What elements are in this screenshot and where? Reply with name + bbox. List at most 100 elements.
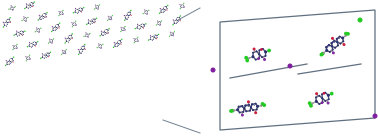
Circle shape: [14, 34, 15, 36]
Circle shape: [250, 107, 252, 108]
Circle shape: [260, 104, 262, 107]
Circle shape: [156, 35, 157, 36]
Circle shape: [51, 31, 52, 32]
Circle shape: [180, 15, 181, 17]
Circle shape: [85, 32, 87, 33]
Circle shape: [322, 92, 325, 95]
Circle shape: [12, 61, 14, 63]
Circle shape: [174, 31, 175, 32]
Circle shape: [94, 9, 95, 10]
Circle shape: [242, 111, 244, 113]
Circle shape: [331, 37, 334, 40]
Circle shape: [36, 42, 37, 43]
Circle shape: [327, 94, 330, 97]
Circle shape: [258, 57, 260, 59]
Circle shape: [244, 104, 246, 106]
Circle shape: [48, 56, 49, 57]
Circle shape: [8, 9, 9, 10]
Circle shape: [336, 41, 338, 43]
Circle shape: [241, 105, 243, 107]
Circle shape: [145, 23, 147, 25]
Circle shape: [256, 50, 257, 52]
Circle shape: [144, 9, 145, 10]
Circle shape: [315, 100, 318, 103]
Circle shape: [236, 108, 239, 111]
Circle shape: [66, 49, 67, 50]
Circle shape: [342, 37, 344, 39]
Circle shape: [372, 113, 378, 119]
Circle shape: [88, 19, 89, 20]
Circle shape: [251, 55, 254, 58]
Circle shape: [262, 103, 266, 107]
Circle shape: [107, 20, 108, 21]
Circle shape: [137, 24, 138, 25]
Circle shape: [166, 10, 167, 11]
Circle shape: [256, 109, 258, 111]
Circle shape: [112, 15, 113, 16]
Circle shape: [26, 3, 27, 5]
Circle shape: [120, 40, 121, 41]
Circle shape: [9, 17, 11, 18]
Circle shape: [29, 55, 30, 56]
Circle shape: [50, 51, 51, 53]
Circle shape: [183, 3, 184, 4]
Circle shape: [308, 101, 311, 105]
Circle shape: [264, 50, 267, 53]
Circle shape: [124, 30, 125, 31]
Circle shape: [251, 103, 253, 105]
Circle shape: [3, 22, 4, 23]
Circle shape: [99, 35, 101, 37]
Circle shape: [134, 42, 135, 43]
Circle shape: [46, 12, 48, 13]
Circle shape: [66, 41, 67, 42]
Circle shape: [243, 108, 245, 110]
Circle shape: [37, 41, 39, 42]
Circle shape: [337, 44, 339, 46]
Circle shape: [315, 96, 317, 98]
Circle shape: [334, 47, 336, 49]
Circle shape: [255, 103, 257, 105]
Circle shape: [37, 19, 39, 21]
Circle shape: [244, 56, 248, 60]
Circle shape: [261, 56, 263, 58]
Circle shape: [137, 37, 138, 38]
Circle shape: [75, 8, 76, 9]
Circle shape: [238, 106, 240, 108]
Circle shape: [237, 109, 239, 111]
Circle shape: [39, 15, 40, 16]
Circle shape: [76, 25, 77, 26]
Circle shape: [328, 98, 330, 100]
Circle shape: [257, 105, 259, 107]
Circle shape: [333, 40, 335, 42]
Circle shape: [25, 56, 26, 57]
Circle shape: [252, 52, 254, 54]
Circle shape: [129, 12, 130, 13]
Circle shape: [65, 42, 66, 44]
Circle shape: [260, 48, 263, 51]
Circle shape: [318, 103, 320, 105]
Circle shape: [59, 22, 60, 24]
Circle shape: [94, 22, 95, 23]
Circle shape: [94, 19, 95, 20]
Circle shape: [156, 24, 157, 26]
Circle shape: [88, 23, 89, 24]
Circle shape: [259, 49, 260, 51]
Circle shape: [161, 20, 162, 22]
Circle shape: [102, 44, 104, 45]
Circle shape: [101, 48, 102, 49]
Circle shape: [62, 10, 64, 11]
Circle shape: [99, 4, 100, 5]
Circle shape: [13, 57, 14, 58]
Circle shape: [4, 25, 5, 26]
Circle shape: [5, 65, 6, 66]
Circle shape: [169, 36, 170, 37]
Circle shape: [130, 10, 132, 11]
Circle shape: [172, 24, 174, 25]
Circle shape: [321, 97, 323, 99]
Circle shape: [259, 53, 260, 55]
Circle shape: [159, 13, 160, 14]
Circle shape: [34, 1, 35, 3]
Circle shape: [344, 32, 348, 35]
Circle shape: [257, 57, 260, 60]
Bar: [193, 0, 378, 138]
